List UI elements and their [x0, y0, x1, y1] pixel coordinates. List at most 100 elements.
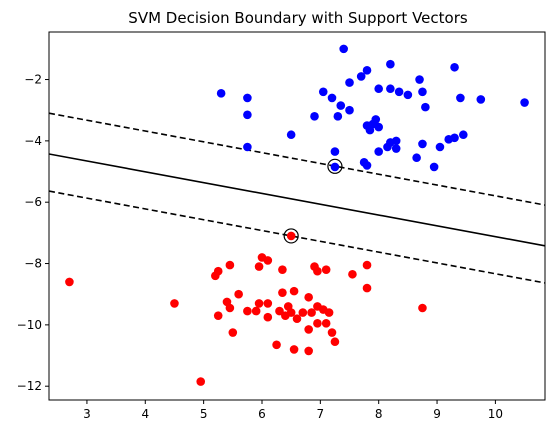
data-point: [336, 101, 345, 110]
data-point: [450, 63, 459, 72]
x-tick-label: 9: [433, 407, 441, 421]
data-point: [386, 84, 395, 93]
data-point: [217, 89, 226, 98]
data-point: [374, 84, 383, 93]
data-point: [211, 272, 220, 281]
support-vectors: [284, 159, 342, 243]
data-point: [383, 143, 392, 152]
data-point: [404, 91, 413, 100]
data-point: [345, 106, 354, 115]
chart-title: SVM Decision Boundary with Support Vecto…: [128, 9, 468, 27]
y-tick-label: −2: [24, 73, 42, 87]
margin-line-2: [49, 191, 545, 283]
y-tick-label: −4: [24, 134, 42, 148]
x-tick-label: 10: [488, 407, 503, 421]
x-tick-label: 6: [258, 407, 266, 421]
data-point: [421, 103, 430, 112]
data-point: [363, 284, 372, 293]
x-tick-label: 4: [141, 407, 149, 421]
data-point: [65, 278, 74, 287]
y-tick-label: −12: [17, 379, 42, 393]
data-point: [520, 98, 529, 107]
data-point: [229, 328, 238, 337]
data-point: [374, 123, 383, 132]
data-point: [322, 319, 331, 328]
boundary-lines: [49, 113, 545, 283]
data-point: [331, 147, 340, 156]
margin-line-1: [49, 113, 545, 205]
data-point: [477, 95, 486, 104]
data-point: [307, 308, 316, 317]
plot-frame: [49, 32, 545, 400]
data-point: [290, 287, 299, 296]
data-point: [287, 232, 296, 241]
data-point: [366, 126, 375, 135]
data-point: [196, 377, 205, 386]
data-point: [255, 262, 264, 271]
data-point: [456, 94, 465, 103]
data-point: [331, 163, 340, 172]
data-point: [319, 88, 328, 97]
data-point: [418, 88, 427, 97]
y-tick-label: −6: [24, 195, 42, 209]
data-point: [226, 304, 235, 313]
data-point: [304, 325, 313, 334]
data-point: [392, 144, 401, 153]
data-point: [264, 313, 273, 322]
x-tick-label: 8: [375, 407, 383, 421]
data-point: [363, 161, 372, 170]
data-point: [322, 265, 331, 274]
data-point: [304, 293, 313, 302]
y-tick-label: −10: [17, 318, 42, 332]
x-tick-label: 7: [317, 407, 325, 421]
data-point: [252, 307, 261, 316]
data-point: [226, 261, 235, 270]
data-point: [287, 130, 296, 139]
data-point: [290, 345, 299, 354]
x-tick-label: 5: [200, 407, 208, 421]
data-point: [310, 112, 319, 121]
data-point: [348, 270, 357, 279]
data-point: [243, 94, 252, 103]
axes: 3 4 5 6 7 8 9 10 −2 −4 −6 −8 −10 −12: [17, 73, 503, 421]
data-point: [313, 319, 322, 328]
data-point: [363, 261, 372, 270]
data-point: [170, 299, 179, 308]
data-point: [418, 140, 427, 149]
data-points: [65, 45, 529, 386]
data-point: [278, 265, 287, 274]
data-point: [255, 299, 264, 308]
data-point: [234, 290, 243, 299]
data-point: [436, 143, 445, 152]
data-point: [418, 304, 427, 313]
data-point: [272, 341, 281, 350]
data-point: [334, 112, 343, 121]
data-point: [415, 75, 424, 84]
data-point: [328, 328, 337, 337]
data-point: [374, 147, 383, 156]
data-point: [264, 299, 273, 308]
data-point: [243, 307, 252, 316]
data-point: [430, 163, 439, 172]
data-point: [339, 45, 348, 54]
data-point: [243, 143, 252, 152]
data-point: [459, 130, 468, 139]
data-point: [304, 347, 313, 356]
data-point: [345, 78, 354, 87]
data-point: [331, 337, 340, 346]
data-point: [281, 311, 290, 320]
data-point: [412, 153, 421, 162]
data-point: [293, 314, 302, 323]
data-point: [264, 256, 273, 265]
y-tick-label: −8: [24, 257, 42, 271]
data-point: [243, 111, 252, 120]
data-point: [325, 308, 334, 317]
data-point: [278, 288, 287, 297]
data-point: [386, 60, 395, 69]
data-point: [357, 72, 366, 81]
x-tick-label: 3: [83, 407, 91, 421]
data-point: [214, 311, 223, 320]
data-point: [395, 88, 404, 97]
data-point: [444, 135, 453, 144]
